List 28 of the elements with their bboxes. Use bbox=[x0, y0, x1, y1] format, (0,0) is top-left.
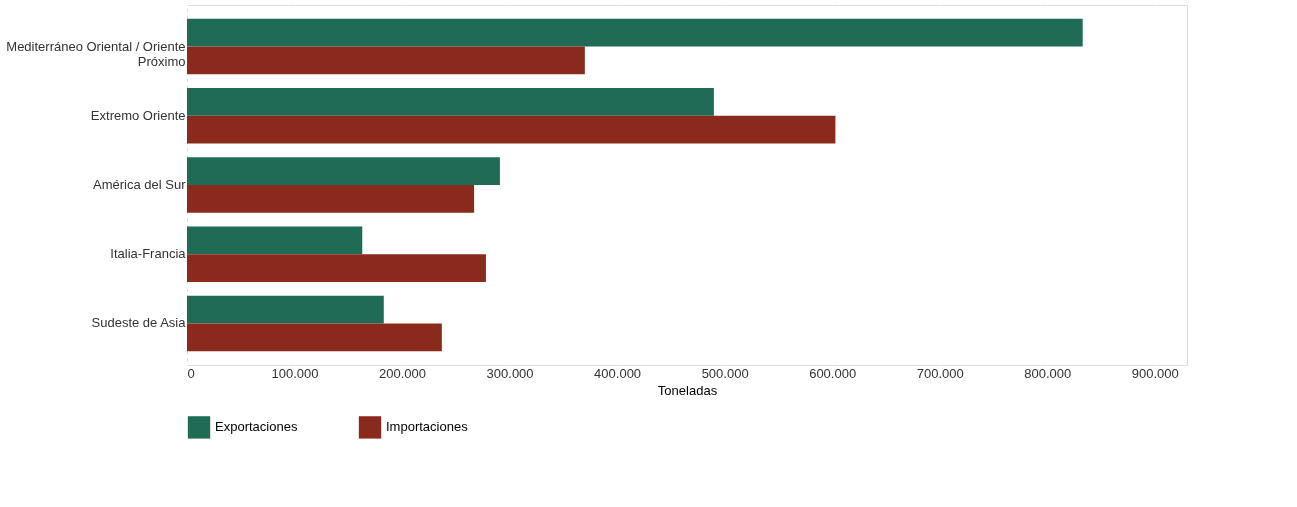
bar bbox=[187, 254, 486, 282]
bar bbox=[187, 88, 714, 116]
x-tick-label: 700.000 bbox=[916, 365, 964, 381]
bar bbox=[187, 46, 585, 75]
x-tick-label: 0 bbox=[187, 365, 195, 381]
bar bbox=[187, 115, 836, 144]
x-tick-label: 200.000 bbox=[379, 365, 427, 381]
x-tick-label: 800.000 bbox=[1024, 365, 1072, 381]
bar bbox=[187, 185, 475, 213]
x-axis-title: Toneladas bbox=[657, 382, 718, 398]
y-tick-label: Extremo Oriente bbox=[90, 107, 186, 123]
legend-label: Exportaciones bbox=[215, 419, 298, 435]
x-tick-label: 100.000 bbox=[271, 365, 319, 381]
y-tick-label: Italia-Francia bbox=[110, 246, 187, 262]
y-tick-label: Sudeste de Asia bbox=[91, 315, 187, 331]
y-tick-label: Mediterráneo Oriental / Oriente Próximo bbox=[6, 38, 186, 69]
bar bbox=[187, 18, 1083, 47]
legend-label: Importaciones bbox=[386, 419, 469, 435]
x-tick-label: 500.000 bbox=[701, 365, 749, 381]
bar bbox=[187, 157, 500, 185]
x-tick-label: 600.000 bbox=[809, 365, 857, 381]
bar bbox=[187, 295, 384, 324]
y-tick-label: América del Sur bbox=[93, 177, 187, 192]
x-tick-label: 300.000 bbox=[486, 365, 534, 381]
bar bbox=[187, 226, 363, 255]
x-tick-label: 400.000 bbox=[594, 365, 642, 381]
bar bbox=[187, 323, 442, 352]
x-tick-label: 900.000 bbox=[1131, 365, 1179, 381]
